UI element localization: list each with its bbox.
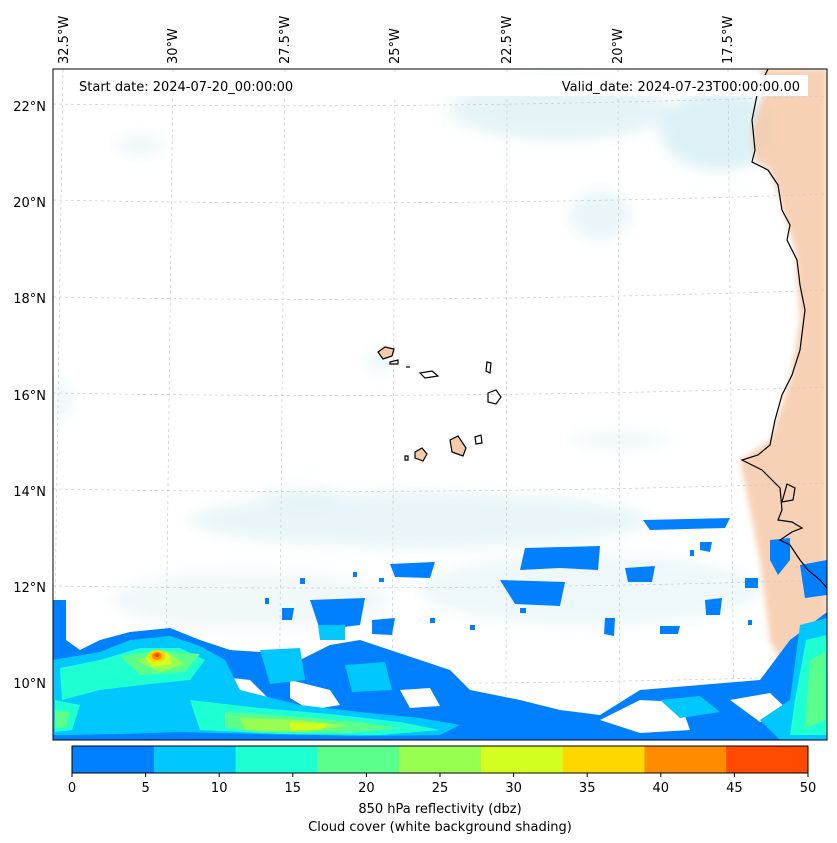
colorbar-swatch [399, 746, 482, 773]
colorbar-tick-label: 5 [141, 781, 149, 796]
colorbar-tick-label: 15 [285, 781, 302, 796]
colorbar-swatch [480, 746, 564, 773]
date-header-bg [68, 75, 808, 96]
lon-label: 20°W [611, 28, 626, 64]
colorbar-tick-label: 0 [68, 781, 76, 796]
valid-date: Valid_date: 2024-07-23T00:00:00.00 [562, 80, 800, 95]
coastline [740, 69, 827, 589]
colorbar-swatches [72, 746, 809, 773]
colorbar-tick-label: 20 [358, 781, 375, 796]
lon-label: 27.5°W [278, 16, 293, 64]
colorbar-ticks: 0 5 10 15 20 25 30 35 40 45 50 [68, 773, 816, 796]
cape-verde-islands [377, 346, 502, 462]
lon-label: 25°W [388, 28, 403, 64]
colorbar-swatch [726, 746, 809, 773]
cloud-cover [53, 80, 780, 630]
colorbar: 0 5 10 15 20 25 30 35 40 45 50 850 hPa reflectivit… [68, 745, 816, 835]
colorbar-tick-label: 40 [653, 781, 670, 796]
lon-label: 17.5°W [721, 16, 736, 64]
colorbar-label: 850 hPa reflectivity (dbz) [358, 802, 521, 817]
colorbar-swatch [317, 746, 400, 773]
lon-label: 22.5°W [500, 16, 515, 64]
reflectivity-field [53, 518, 827, 740]
colorbar-tick-label: 50 [800, 781, 817, 796]
lat-label: 16°N [13, 389, 46, 404]
colorbar-tick-label: 30 [505, 781, 522, 796]
longitude-labels: 32.5°W 30°W 27.5°W 25°W 22.5°W 20°W 17.5… [57, 16, 736, 64]
lat-label: 20°N [13, 196, 46, 211]
lat-label: 10°N [13, 677, 46, 692]
colorbar-swatch [644, 746, 727, 773]
map-frame [52, 68, 828, 741]
lat-label: 18°N [13, 292, 46, 307]
lon-label: 30°W [166, 28, 181, 64]
colorbar-tick-label: 35 [579, 781, 596, 796]
lat-label: 14°N [13, 485, 46, 500]
colorbar-swatch [153, 746, 237, 773]
colorbar-sublabel: Cloud cover (white background shading) [308, 820, 572, 835]
start-date: Start date: 2024-07-20_00:00:00 [79, 80, 293, 95]
map-panel: Start date: 2024-07-20_00:00:00 Valid_da… [53, 69, 827, 740]
lat-label: 12°N [13, 581, 46, 596]
colorbar-tick-label: 25 [432, 781, 449, 796]
latitude-labels: 22°N 20°N 18°N 16°N 14°N 12°N 10°N [13, 100, 46, 692]
colorbar-tick-label: 45 [726, 781, 743, 796]
colorbar-tick-label: 10 [211, 781, 228, 796]
lon-label: 32.5°W [57, 16, 72, 64]
lat-label: 22°N [13, 100, 46, 115]
colorbar-swatch [235, 746, 318, 773]
colorbar-swatch [562, 746, 645, 773]
colorbar-swatch [72, 746, 155, 773]
